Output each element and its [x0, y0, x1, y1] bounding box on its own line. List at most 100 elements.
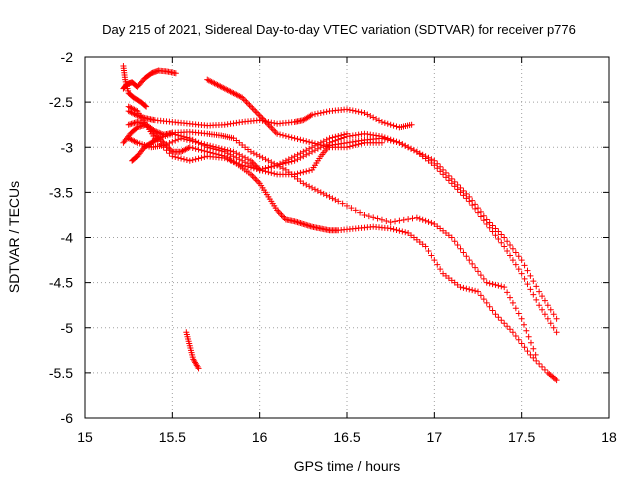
data-point [530, 345, 537, 352]
y-tick-label: -5 [61, 320, 74, 336]
data-point [495, 282, 502, 289]
data-point [213, 146, 219, 153]
data-point [166, 150, 173, 157]
data-point [495, 228, 502, 235]
data-point [533, 357, 540, 364]
data-point [393, 138, 400, 145]
data-point [498, 317, 505, 324]
data-point [294, 170, 301, 177]
y-tick-label: -2 [61, 49, 74, 65]
data-point [279, 132, 286, 139]
data-point [344, 130, 350, 137]
data-point [489, 281, 496, 288]
data-point [512, 261, 519, 268]
data-point [512, 333, 519, 340]
data-point [507, 242, 514, 249]
data-point [172, 137, 179, 144]
data-point [348, 205, 355, 212]
data-point [544, 302, 551, 309]
data-point [300, 169, 307, 176]
data-point [357, 209, 364, 216]
data-point [387, 121, 394, 128]
data-point [425, 248, 432, 255]
data-point [492, 281, 499, 288]
data-point [344, 106, 350, 113]
data-point [409, 215, 416, 222]
x-tick-label: 16.5 [333, 429, 360, 445]
data-point [448, 234, 455, 241]
plot-frame [84, 56, 610, 419]
data-point [416, 215, 423, 222]
x-tick-label: 15.5 [159, 429, 186, 445]
data-point [509, 257, 516, 264]
data-point [365, 213, 372, 220]
data-point [338, 132, 345, 139]
x-tick-label: 15 [77, 429, 93, 445]
data-point [434, 165, 441, 172]
data-point [437, 168, 444, 175]
data-point [504, 238, 511, 245]
data-point [544, 315, 551, 322]
data-point [189, 157, 196, 164]
data-point [498, 283, 505, 290]
data-point [306, 138, 313, 145]
data-point [457, 245, 464, 252]
data-point [291, 135, 298, 142]
data-point [169, 130, 176, 137]
data-point [297, 169, 304, 176]
data-point [378, 118, 385, 125]
data-point [344, 144, 350, 151]
data-point [392, 218, 399, 225]
data-point [475, 268, 481, 275]
data-point [495, 236, 502, 243]
data-point [466, 198, 473, 205]
data-point [218, 148, 225, 155]
data-point [457, 189, 464, 196]
data-point [495, 314, 502, 321]
data-point [163, 147, 170, 154]
data-point [408, 121, 415, 128]
data-point [204, 144, 211, 151]
data-point [323, 108, 330, 115]
data-point [501, 234, 508, 241]
data-point [486, 280, 493, 287]
data-point [374, 215, 381, 222]
y-tick-label: -5.5 [49, 365, 73, 381]
data-point [387, 137, 394, 144]
data-point [437, 266, 444, 273]
data-point [390, 122, 397, 129]
data-point [480, 217, 487, 224]
data-point [210, 145, 217, 152]
y-tick-label: -6 [61, 410, 74, 426]
data-point [512, 305, 519, 312]
data-point [480, 296, 487, 303]
data-point [504, 289, 511, 296]
data-point [483, 279, 490, 286]
data-point [507, 252, 514, 259]
data-point [259, 166, 266, 173]
data-point [349, 107, 356, 114]
data-point [445, 177, 452, 184]
data-point [306, 167, 313, 174]
data-point [553, 377, 560, 384]
data-point [291, 171, 298, 178]
data-point [501, 320, 508, 327]
data-point [387, 219, 394, 226]
data-point [454, 186, 461, 193]
data-point [463, 195, 470, 202]
data-point [460, 192, 467, 199]
data-point [448, 180, 455, 187]
data-point [469, 202, 476, 209]
data-point [274, 130, 281, 137]
data-point [346, 143, 353, 150]
data-point [329, 134, 336, 141]
data-point [309, 139, 316, 146]
data-point [425, 218, 432, 225]
data-point [178, 155, 185, 162]
data-point [539, 306, 546, 313]
data-point [294, 135, 301, 142]
data-point [541, 311, 548, 318]
data-point [413, 214, 420, 221]
data-point [300, 137, 307, 144]
